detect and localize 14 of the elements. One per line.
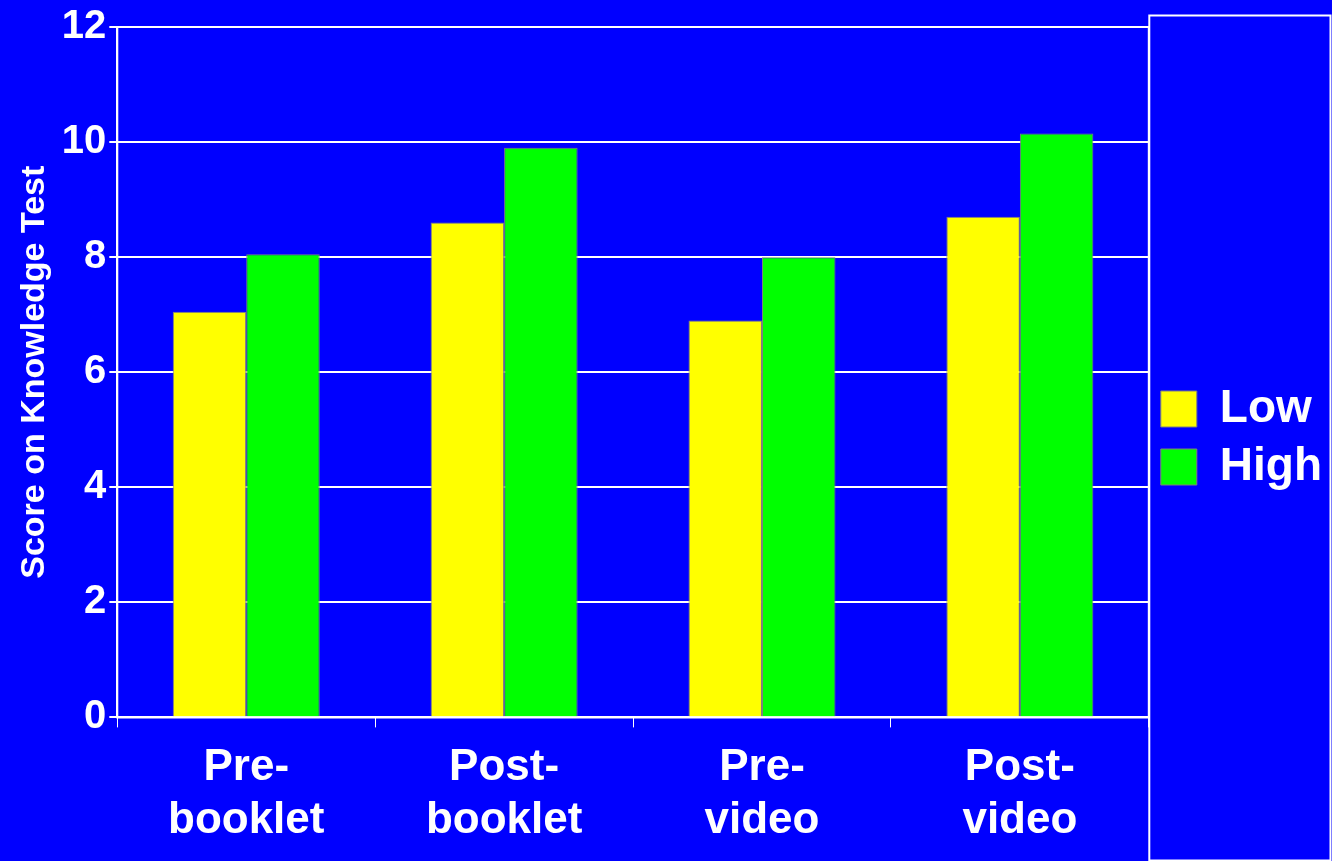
y-tick-label: 8: [84, 232, 107, 277]
x-tick-label: Pre-booklet: [168, 739, 325, 842]
x-tick-label: Post-booklet: [425, 739, 583, 842]
y-tick-label: 6: [84, 347, 107, 392]
legend-label: High: [1219, 437, 1323, 490]
y-tick-label: 10: [61, 117, 107, 162]
legend-label: Low: [1219, 379, 1312, 432]
y-tick-label: 12: [61, 2, 107, 47]
y-tick-label: 4: [84, 462, 108, 507]
x-tick-label: Pre-video: [704, 739, 820, 842]
x-tick-label: Post-video: [962, 739, 1078, 842]
y-axis-title: Score on Knowledge Test: [12, 165, 51, 579]
y-tick-label: 2: [84, 577, 107, 622]
y-tick-label: 0: [84, 692, 107, 737]
